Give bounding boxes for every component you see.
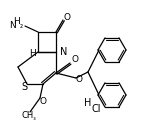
Text: O: O [39,97,47,106]
Text: N: N [9,21,15,30]
Text: CH: CH [22,110,34,120]
Text: H: H [14,18,20,27]
Text: N: N [60,47,67,57]
Text: ₃: ₃ [33,115,35,121]
Text: O: O [63,12,71,21]
Text: Cl: Cl [91,104,101,114]
Text: ₂: ₂ [19,21,23,30]
Text: H: H [30,49,36,58]
Text: O: O [75,75,83,84]
Text: H: H [84,98,92,108]
Text: O: O [71,55,79,65]
Text: S: S [21,82,27,92]
